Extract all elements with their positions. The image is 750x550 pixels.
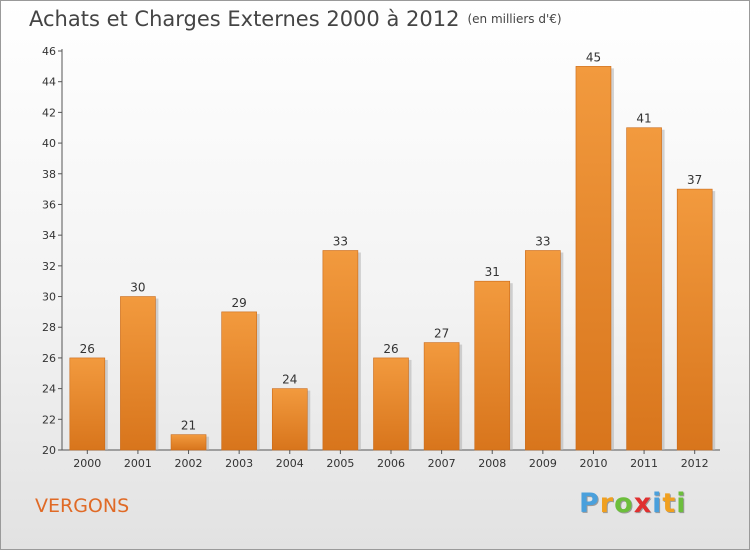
bar-2006 xyxy=(373,357,409,451)
chart-unit-label: (en milliers d'€) xyxy=(467,12,562,26)
logo-letter: t xyxy=(662,488,677,519)
logo-letter: r xyxy=(599,488,615,519)
x-tick-label-2008: 2008 xyxy=(478,457,506,470)
bar-2000 xyxy=(69,357,106,451)
y-tick-label: 22 xyxy=(42,413,56,426)
y-tick-label: 30 xyxy=(42,291,56,304)
y-tick-label: 40 xyxy=(42,137,56,150)
bar-2007 xyxy=(423,342,460,451)
y-tick-label: 34 xyxy=(42,229,56,242)
bar-2012 xyxy=(676,188,713,451)
bar-2004 xyxy=(271,388,308,451)
x-tick-label-2006: 2006 xyxy=(377,457,405,470)
value-label-2004: 24 xyxy=(282,373,297,387)
logo-letter: P xyxy=(579,488,600,519)
y-tick-label: 24 xyxy=(42,383,56,396)
bar-2011 xyxy=(626,127,662,451)
y-tick-label: 26 xyxy=(42,352,56,365)
value-label-2008: 31 xyxy=(485,265,500,279)
y-tick-label: 36 xyxy=(42,198,56,211)
bar-2010 xyxy=(575,66,612,451)
x-tick-label-2007: 2007 xyxy=(428,457,456,470)
value-label-2007: 27 xyxy=(434,327,449,341)
value-label-2001: 30 xyxy=(130,281,145,295)
value-label-2009: 33 xyxy=(535,235,550,249)
logo-letter: x xyxy=(633,488,653,519)
commune-name: VERGONS xyxy=(35,495,130,517)
x-tick-label-2001: 2001 xyxy=(124,457,152,470)
bar-2005 xyxy=(322,250,359,451)
y-tick-label: 32 xyxy=(42,260,56,273)
value-label-2011: 41 xyxy=(636,112,651,126)
x-tick-label-2009: 2009 xyxy=(529,457,557,470)
x-tick-label-2004: 2004 xyxy=(276,457,304,470)
value-label-2000: 26 xyxy=(80,342,95,356)
chart-title-text: Achats et Charges Externes 2000 à 2012 xyxy=(29,7,460,31)
x-tick-label-2011: 2011 xyxy=(630,457,658,470)
x-tick-label-2010: 2010 xyxy=(579,457,607,470)
y-tick-label: 20 xyxy=(42,444,56,457)
logo-letter: i xyxy=(676,488,687,519)
bar-2001 xyxy=(120,296,156,451)
proxiti-logo: Proxiti xyxy=(579,488,687,519)
x-tick-label-2003: 2003 xyxy=(225,457,253,470)
y-tick-label: 42 xyxy=(42,106,56,119)
value-label-2010: 45 xyxy=(586,50,601,64)
bar-2009 xyxy=(525,250,561,451)
x-tick-label-2000: 2000 xyxy=(73,457,101,470)
logo-letter: o xyxy=(614,488,634,519)
y-tick-label: 46 xyxy=(42,45,56,58)
bar-2003 xyxy=(221,311,257,451)
bar-2002 xyxy=(170,434,207,451)
y-tick-label: 38 xyxy=(42,168,56,181)
y-tick-label: 28 xyxy=(42,321,56,334)
value-label-2002: 21 xyxy=(181,419,196,433)
x-tick-label-2002: 2002 xyxy=(175,457,203,470)
value-label-2012: 37 xyxy=(687,173,702,187)
value-label-2006: 26 xyxy=(383,342,398,356)
bar-2008 xyxy=(474,280,511,451)
x-tick-label-2005: 2005 xyxy=(326,457,354,470)
x-tick-label-2012: 2012 xyxy=(681,457,709,470)
chart-title: Achats et Charges Externes 2000 à 2012 (e… xyxy=(29,7,562,31)
value-label-2003: 29 xyxy=(232,296,247,310)
logo-letter: i xyxy=(652,488,663,519)
y-tick-label: 44 xyxy=(42,76,56,89)
value-label-2005: 33 xyxy=(333,235,348,249)
